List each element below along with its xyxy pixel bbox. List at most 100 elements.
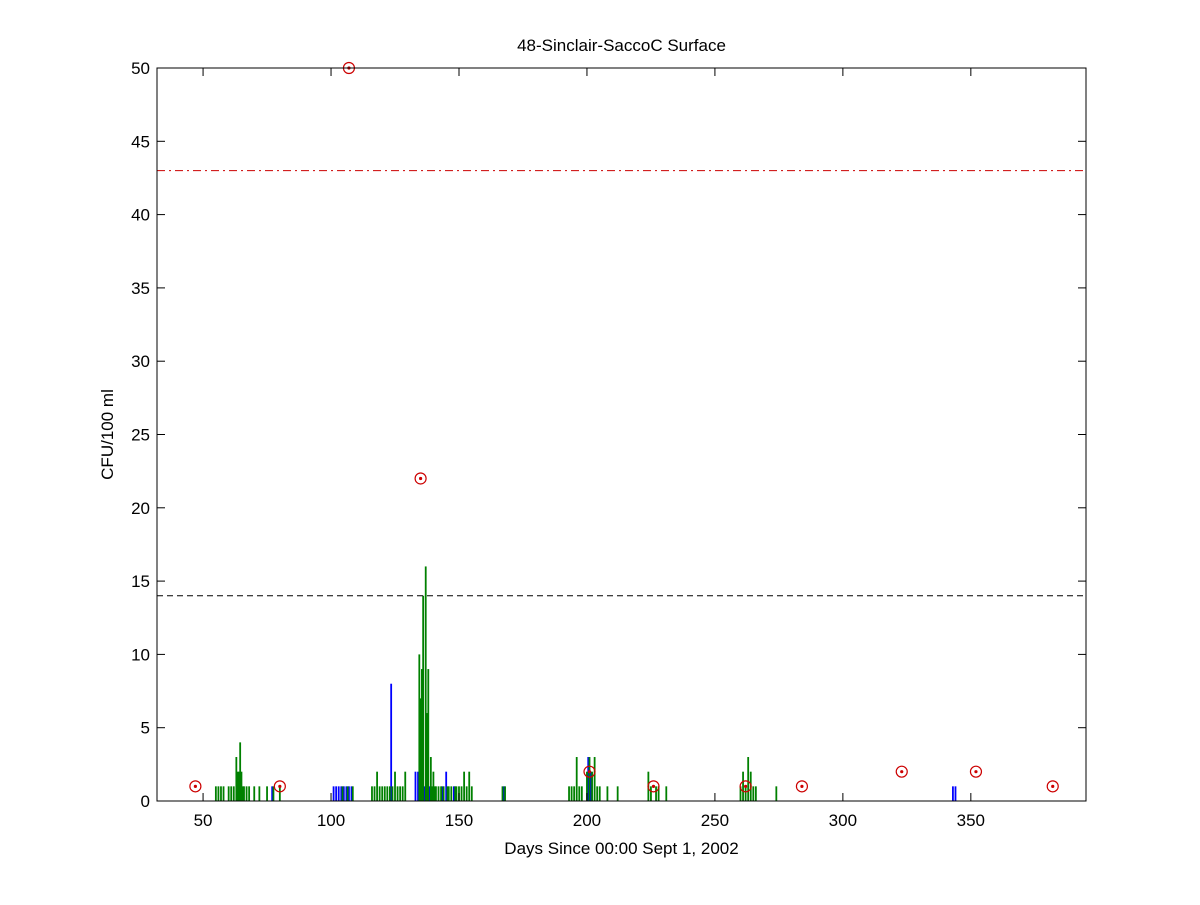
bar xyxy=(404,771,407,801)
ticks-layer: 50 100 150 200 250 300 350 0 5 10 15 20 25 30 35 40 45 50 xyxy=(131,59,1086,830)
bar xyxy=(388,786,391,801)
bar xyxy=(460,786,463,801)
bar xyxy=(351,786,354,801)
bar xyxy=(616,786,619,801)
bar xyxy=(568,786,570,801)
plot-background xyxy=(157,68,1086,801)
bar xyxy=(419,698,422,801)
bar xyxy=(428,786,431,801)
x-tick-label: 300 xyxy=(829,811,857,830)
bar xyxy=(239,742,242,801)
markers-layer xyxy=(189,61,1059,793)
y-tick-label: 40 xyxy=(131,206,150,225)
marker-point xyxy=(189,780,202,793)
marker-point xyxy=(969,765,983,778)
bar xyxy=(222,786,225,801)
bar xyxy=(447,786,450,801)
bar xyxy=(383,786,386,801)
bar xyxy=(420,669,423,801)
marker-point xyxy=(895,765,908,778)
bar xyxy=(657,786,660,801)
y-tick-label: 5 xyxy=(141,719,150,738)
bar xyxy=(399,786,402,801)
bar xyxy=(258,786,261,801)
bar xyxy=(235,757,238,801)
bar xyxy=(591,771,593,801)
x-tick-label: 350 xyxy=(957,811,985,830)
bar xyxy=(248,786,251,801)
bar xyxy=(598,786,601,801)
bar xyxy=(342,786,345,801)
bar xyxy=(426,713,428,801)
bar xyxy=(589,771,592,801)
bar xyxy=(345,786,348,801)
x-tick-label: 50 xyxy=(194,811,213,830)
y-tick-label: 45 xyxy=(131,132,150,151)
bar xyxy=(232,786,235,801)
bar xyxy=(240,771,243,801)
bar xyxy=(445,771,448,801)
chart-title: 48-Sinclair-SaccoC Surface xyxy=(517,36,726,55)
bar xyxy=(586,771,588,801)
x-tick-label: 250 xyxy=(701,811,729,830)
bars-layer xyxy=(214,566,957,801)
bar xyxy=(468,771,471,801)
bar xyxy=(580,786,583,801)
bar xyxy=(441,786,444,801)
y-tick-label: 20 xyxy=(131,499,150,518)
bar xyxy=(401,786,404,801)
bar xyxy=(391,786,394,801)
bar xyxy=(655,786,657,801)
y-tick-label: 50 xyxy=(131,59,150,78)
bar xyxy=(236,771,239,801)
x-axis-label: Days Since 00:00 Sept 1, 2002 xyxy=(504,839,738,858)
bar xyxy=(432,771,435,801)
bar xyxy=(417,771,419,801)
bar xyxy=(348,786,350,801)
bar xyxy=(470,786,473,801)
bar xyxy=(381,786,384,801)
y-tick-label: 30 xyxy=(131,352,150,371)
bar xyxy=(446,786,449,801)
bar xyxy=(747,757,750,801)
bar xyxy=(423,786,426,801)
bar xyxy=(429,757,432,801)
x-tick-label: 100 xyxy=(317,811,345,830)
bar xyxy=(396,786,399,801)
bar xyxy=(442,786,445,801)
bar xyxy=(573,786,576,801)
bar xyxy=(504,786,506,801)
bar xyxy=(435,786,437,801)
x-tick-label: 200 xyxy=(573,811,601,830)
bar xyxy=(754,786,757,801)
bar xyxy=(341,786,344,801)
bar xyxy=(424,566,427,801)
bar xyxy=(220,786,222,801)
bar xyxy=(371,786,373,801)
bar xyxy=(245,786,248,801)
y-tick-label: 35 xyxy=(131,279,150,298)
bar xyxy=(214,786,217,801)
bar xyxy=(350,786,353,801)
bar xyxy=(253,786,256,801)
y-tick-label: 15 xyxy=(131,572,150,591)
bar xyxy=(337,786,340,801)
marker-point xyxy=(795,780,809,793)
y-tick-label: 25 xyxy=(131,426,150,445)
bar xyxy=(238,771,240,801)
marker-point xyxy=(739,780,752,793)
bar xyxy=(575,757,578,801)
bar xyxy=(570,786,573,801)
bar xyxy=(433,786,436,801)
bar xyxy=(952,786,954,801)
bar xyxy=(230,786,233,801)
bar xyxy=(217,786,220,801)
bar xyxy=(742,771,744,801)
marker-point xyxy=(1046,780,1059,793)
bar xyxy=(332,786,335,801)
bar xyxy=(650,786,652,801)
bar xyxy=(394,771,396,801)
bar xyxy=(588,757,591,801)
